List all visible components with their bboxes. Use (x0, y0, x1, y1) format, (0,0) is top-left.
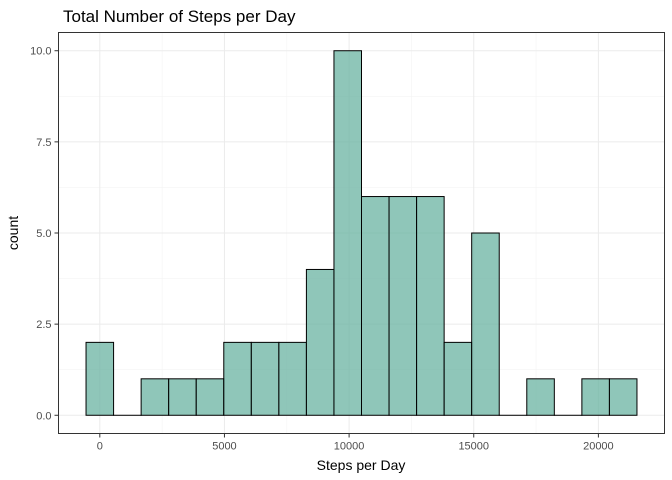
y-tick-label: 10.0 (30, 46, 51, 58)
x-tick-label: 20000 (583, 441, 614, 453)
histogram-bar (581, 378, 610, 416)
histogram-bar (223, 341, 252, 416)
histogram-bar (443, 341, 473, 416)
histogram-bar (85, 341, 115, 416)
histogram-bar (305, 268, 335, 416)
histogram-bar (608, 378, 638, 416)
histogram-bar (526, 378, 555, 416)
y-tick-label: 7.5 (36, 137, 51, 149)
histogram-bar (388, 196, 418, 416)
histogram-bar (333, 50, 362, 416)
histogram-bar (361, 196, 390, 416)
y-tick-label: 2.5 (36, 319, 51, 331)
y-tick-label: 5.0 (36, 228, 51, 240)
histogram-bar (168, 378, 197, 416)
x-tick-label: 15000 (458, 441, 489, 453)
bars (85, 50, 638, 416)
histogram-bar (471, 232, 500, 416)
axis-ticks: 0 5000 10000 15000 20000 0.0 2.5 5.0 7.5 10.0 (30, 46, 614, 453)
chart-title: Total Number of Steps per Day (63, 7, 296, 26)
y-tick-label: 0.0 (36, 410, 51, 422)
histogram-bar (250, 341, 280, 416)
y-axis-title: count (5, 216, 21, 250)
histogram-bar (278, 341, 307, 416)
histogram-bar (195, 378, 225, 416)
x-tick-label: 0 (97, 441, 103, 453)
histogram-bar (416, 196, 445, 416)
x-axis-title: Steps per Day (317, 457, 406, 473)
x-tick-label: 10000 (334, 441, 365, 453)
histogram-bar (140, 378, 170, 416)
x-tick-label: 5000 (212, 441, 236, 453)
